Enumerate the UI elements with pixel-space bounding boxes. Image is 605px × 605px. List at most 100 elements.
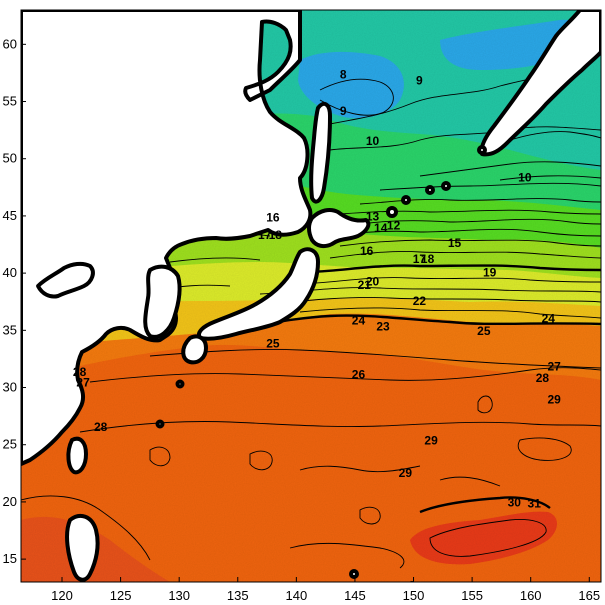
land-masses xyxy=(21,10,601,582)
contour-label: 18 xyxy=(269,228,283,242)
luzon-island xyxy=(65,513,100,582)
contour-label: 13 xyxy=(366,209,380,223)
contour-label: 24 xyxy=(352,314,366,328)
y-tick-label: 30 xyxy=(3,380,17,395)
isotherm-28-sw xyxy=(21,495,151,561)
isotherm-29-loop2 xyxy=(149,446,171,467)
isotherm-15 xyxy=(359,218,601,225)
contour-label: 27 xyxy=(547,359,561,373)
contour-label: 30 xyxy=(508,495,522,509)
contour-label: 9 xyxy=(340,104,347,118)
isotherm-21 xyxy=(299,277,601,285)
plot-frame xyxy=(20,9,602,583)
contour-label: 17 xyxy=(258,228,272,242)
contour-label: 26 xyxy=(352,367,366,381)
isotherm-23 xyxy=(269,297,601,305)
contour-label: 14 xyxy=(374,221,388,235)
y-tick-label: 50 xyxy=(3,151,17,166)
y-tick-label: 20 xyxy=(3,494,17,509)
isotherm-19 xyxy=(309,264,601,274)
contour-label: 29 xyxy=(399,466,413,480)
x-tick-label: 135 xyxy=(227,588,249,603)
x-tick-label: 155 xyxy=(461,588,483,603)
hokkaido-island xyxy=(307,208,371,249)
kyushu-island xyxy=(181,334,208,365)
isotherm-29-south xyxy=(289,542,405,569)
x-tick-label: 145 xyxy=(344,588,366,603)
isotherm-29-north xyxy=(299,465,421,473)
honshu-island xyxy=(197,247,320,341)
isotherm-27 xyxy=(89,367,601,383)
contour-label: 23 xyxy=(376,319,390,333)
x-tick-label: 125 xyxy=(110,588,132,603)
asian-mainland xyxy=(21,10,313,466)
isotherm-8 xyxy=(319,78,394,116)
contour-label: 12 xyxy=(387,219,401,233)
x-tick-label: 160 xyxy=(520,588,542,603)
isotherm-28-loop xyxy=(517,437,572,461)
contour-label: 29 xyxy=(547,393,561,407)
isotherm-29-loop xyxy=(249,450,273,471)
contour-label: 18 xyxy=(421,252,435,266)
isotherm-28 xyxy=(79,421,601,433)
isotherm-18 xyxy=(329,251,601,259)
isotherm-29-loop3 xyxy=(359,506,381,525)
isotherm-lines xyxy=(21,63,601,569)
island-izu-1 xyxy=(175,379,185,389)
isotherm-19-west xyxy=(169,257,261,263)
isotherm-14 xyxy=(339,209,601,215)
liaodong-peninsula xyxy=(36,261,95,299)
contour-label: 28 xyxy=(536,371,550,385)
contour-label: 15 xyxy=(448,236,462,250)
isotherm-17 xyxy=(339,239,601,247)
korean-peninsula xyxy=(143,264,182,339)
x-tick-label: 165 xyxy=(578,588,600,603)
isotherm-29 xyxy=(419,496,551,514)
y-tick-label: 40 xyxy=(3,265,17,280)
x-tick-label: 150 xyxy=(403,588,425,603)
contour-label: 16 xyxy=(266,211,280,225)
isotherm-22 xyxy=(259,287,601,295)
y-axis: 60 55 50 45 40 35 30 25 20 15 xyxy=(3,36,26,566)
contour-label: 17 xyxy=(413,252,427,266)
taiwan-island xyxy=(66,436,88,475)
contour-label: 16 xyxy=(360,244,374,258)
isotherm-13-east xyxy=(499,175,601,181)
y-tick-label: 60 xyxy=(3,36,17,51)
x-tick-label: 140 xyxy=(286,588,308,603)
contour-label: 8 xyxy=(340,68,347,82)
contour-label: 10 xyxy=(518,171,532,185)
contour-label: 21 xyxy=(358,278,372,292)
isotherm-12 xyxy=(379,182,601,191)
island-ryukyu-1 xyxy=(155,419,165,429)
kuril-island-1 xyxy=(386,206,398,218)
isotherm-10 xyxy=(329,126,601,151)
contour-label: 29 xyxy=(424,434,438,448)
contour-label: 25 xyxy=(266,336,280,350)
y-tick-label: 15 xyxy=(3,551,17,566)
contour-label: 9 xyxy=(416,73,423,87)
isotherm-11 xyxy=(419,161,601,177)
y-tick-label: 35 xyxy=(3,322,17,337)
y-tick-label: 25 xyxy=(3,437,17,452)
contour-label: 28 xyxy=(94,420,108,434)
contour-label: 20 xyxy=(366,275,380,289)
contour-label: 24 xyxy=(542,311,556,325)
isotherm-24 xyxy=(299,307,601,319)
isotherm-29-se xyxy=(439,476,501,487)
kuril-island-2 xyxy=(401,195,411,205)
isotherm-30 xyxy=(429,519,547,557)
x-tick-label: 120 xyxy=(51,588,73,603)
isotherm-9-east xyxy=(509,131,601,141)
x-axis: 120 125 130 135 140 145 150 155 160 165 xyxy=(51,577,600,603)
contour-label: 27 xyxy=(76,375,90,389)
isotherm-16 xyxy=(329,228,601,237)
kuril-island-3 xyxy=(425,185,435,195)
isotherm-29-blob xyxy=(477,395,493,414)
contour-label: 28 xyxy=(73,365,87,379)
contour-label: 31 xyxy=(528,497,542,511)
isotherm-26 xyxy=(149,349,601,369)
y-tick-label: 55 xyxy=(3,94,17,109)
